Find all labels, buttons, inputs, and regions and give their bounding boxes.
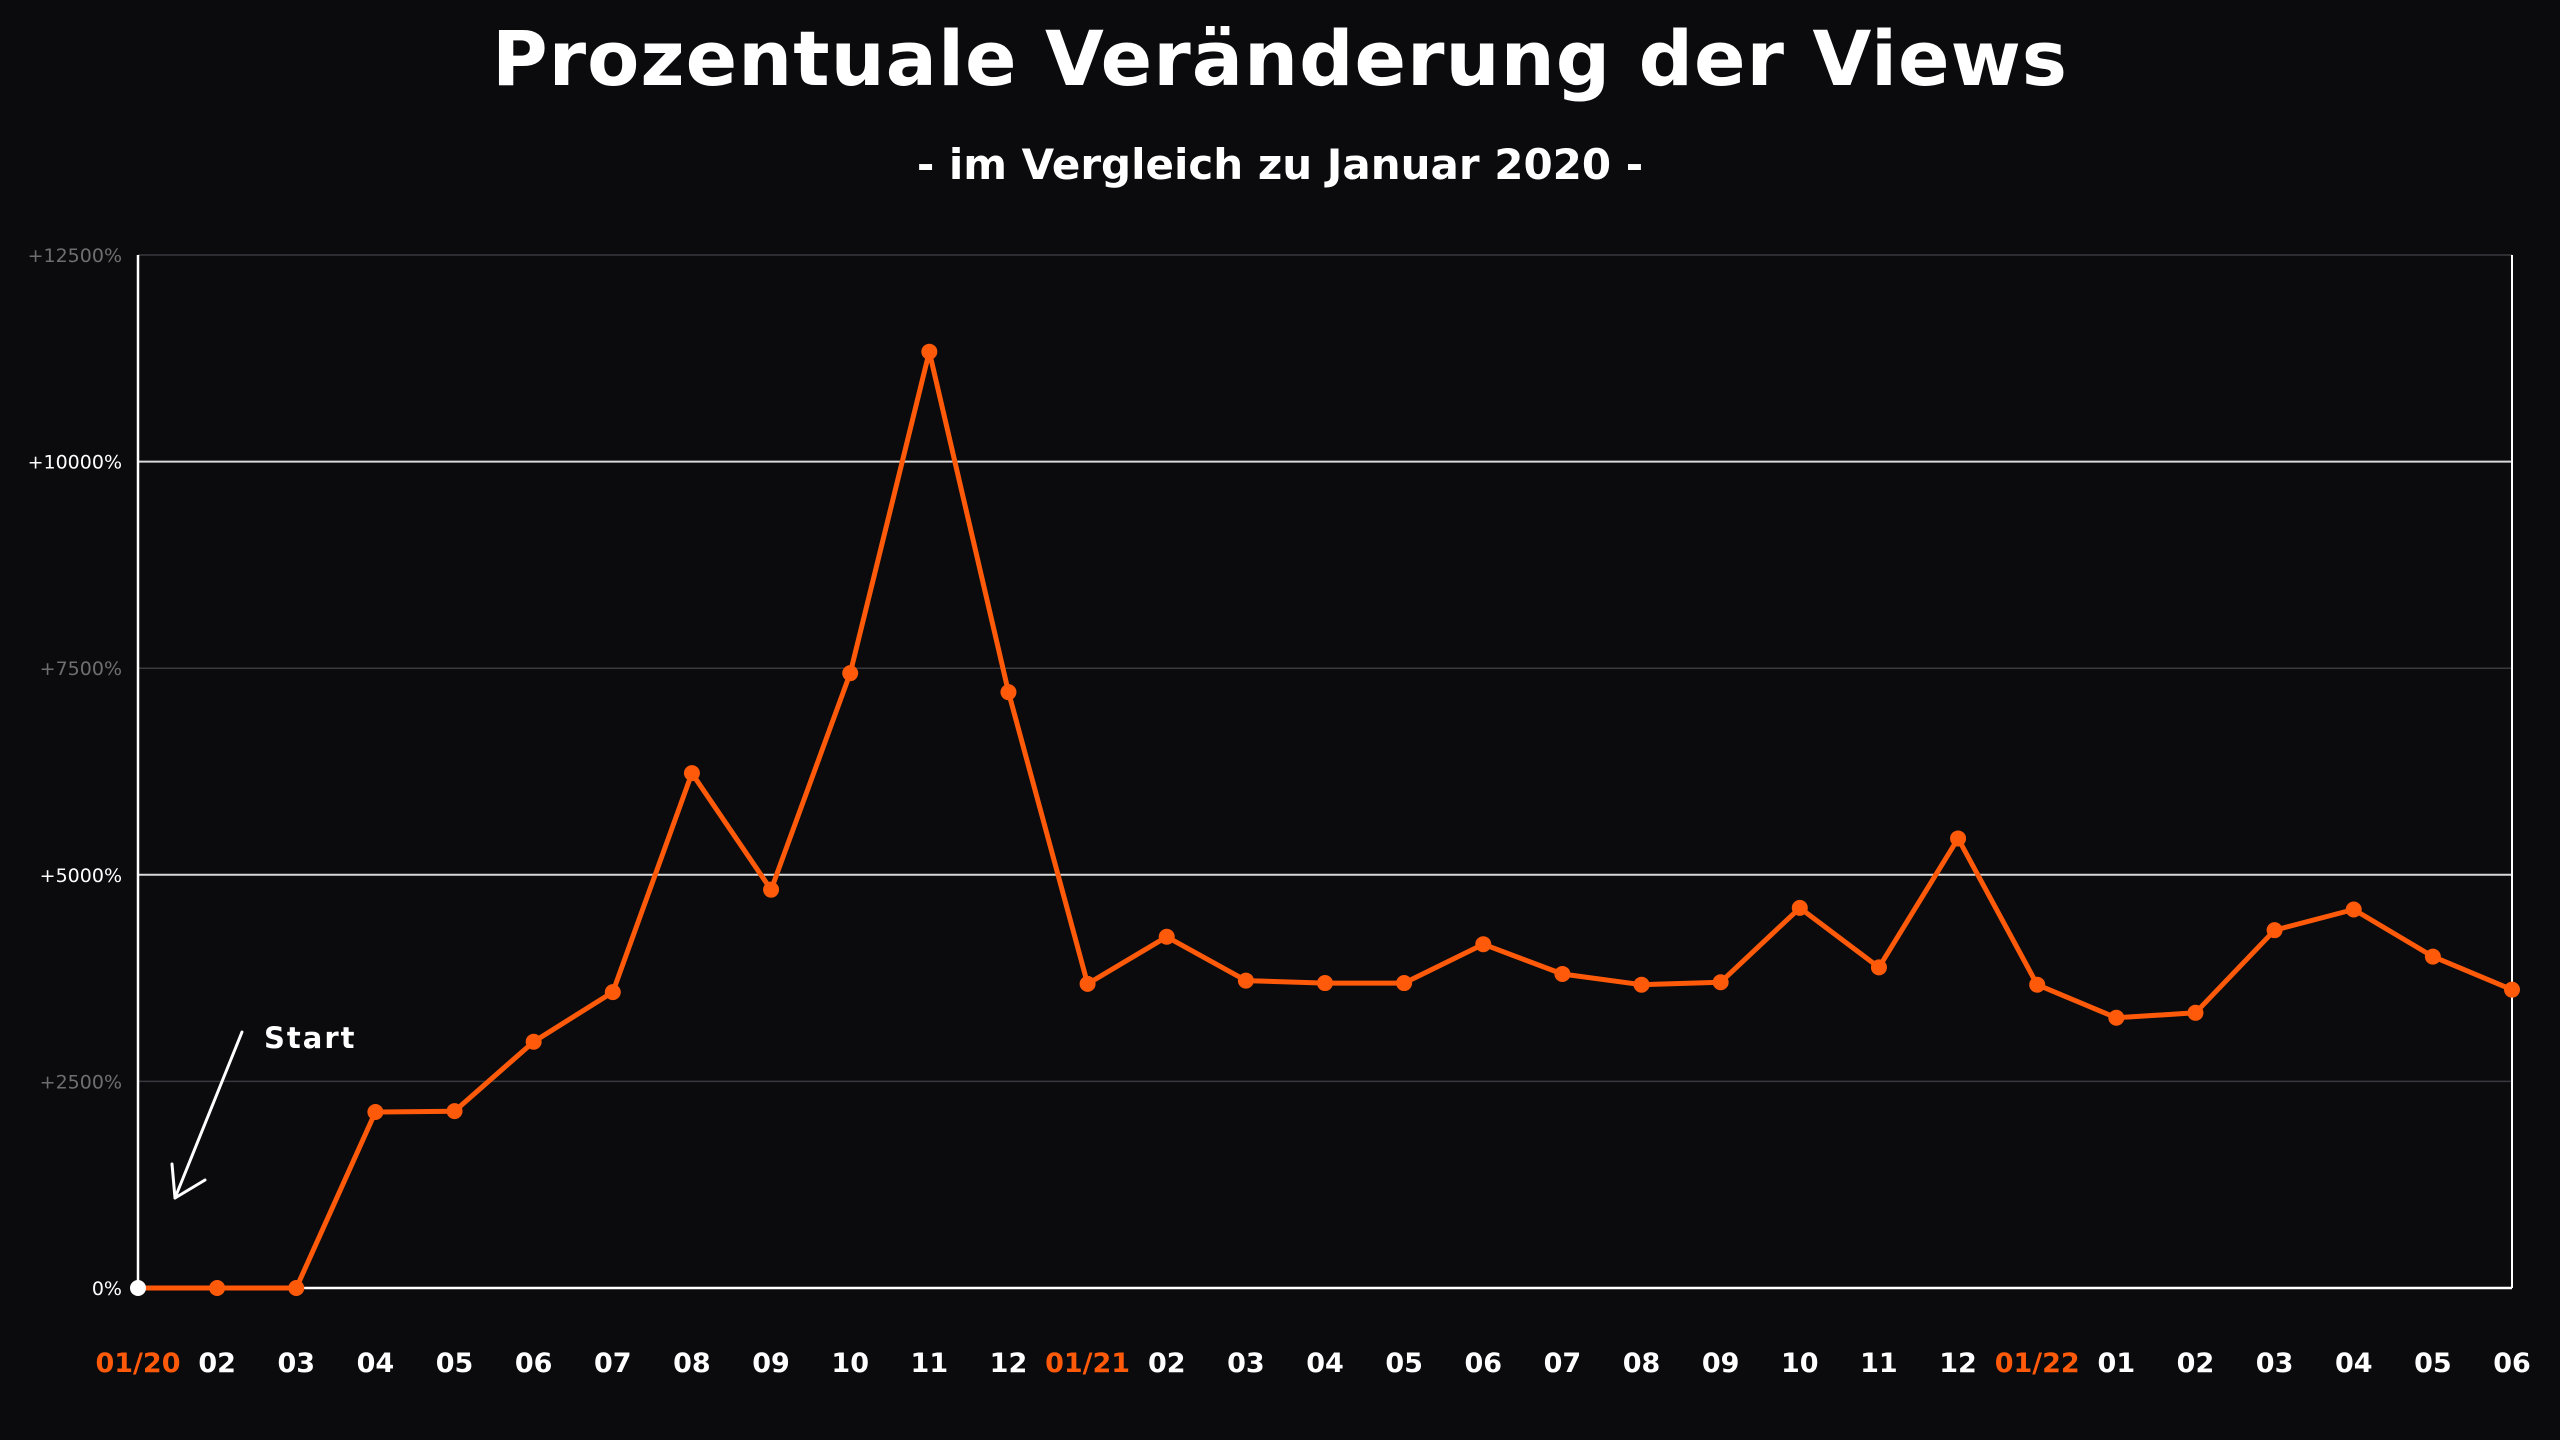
data-point: [1396, 975, 1413, 992]
x-tick-label: 01/22: [1995, 1348, 2080, 1379]
y-tick-label: +7500%: [40, 658, 122, 680]
x-tick-label: 12: [990, 1348, 1028, 1379]
data-point: [763, 881, 780, 898]
annotation-arrowhead: [170, 1162, 207, 1200]
x-tick-label: 04: [2335, 1348, 2373, 1379]
x-tick-label: 08: [1623, 1348, 1661, 1379]
x-tick-label: 05: [436, 1348, 474, 1379]
data-point: [2424, 948, 2441, 965]
data-point: [2108, 1009, 2125, 1026]
data-point: [525, 1033, 542, 1050]
x-tick-label: 06: [1464, 1348, 1502, 1379]
data-point: [1158, 928, 1175, 945]
data-point: [842, 665, 859, 682]
x-tick-label: 01: [2098, 1348, 2136, 1379]
axes: [136, 255, 2513, 1290]
x-tick-label: 12: [1939, 1348, 1977, 1379]
x-tick-label: 10: [831, 1348, 869, 1379]
x-tick-label: 03: [1227, 1348, 1265, 1379]
data-point: [921, 343, 938, 360]
x-tick-label: 06: [2493, 1348, 2531, 1379]
x-tick-label: 08: [673, 1348, 711, 1379]
chart-subtitle: - im Vergleich zu Januar 2020 -: [916, 140, 1644, 189]
x-tick-label: 07: [594, 1348, 632, 1379]
x-tick-label: 11: [911, 1348, 949, 1379]
y-tick-label: +2500%: [40, 1071, 122, 1093]
x-tick-label: 06: [515, 1348, 553, 1379]
data-point: [2187, 1004, 2204, 1021]
x-tick-label: 02: [1148, 1348, 1186, 1379]
data-point-start: [130, 1280, 146, 1296]
chart-title: Prozentuale Veränderung der Views: [491, 14, 2069, 103]
x-tick-label: 05: [2414, 1348, 2452, 1379]
x-tick-label: 05: [1385, 1348, 1423, 1379]
x-tick-label: 10: [1781, 1348, 1819, 1379]
data-point: [1633, 976, 1650, 993]
x-tick-label: 01/20: [95, 1348, 180, 1379]
data-point: [2029, 976, 2046, 993]
y-tick-label: 0%: [92, 1278, 122, 1300]
grid-lines: [138, 254, 2512, 1083]
y-axis-ticks: 0% +2500% +5000% +7500% +10000% +12500%: [28, 245, 122, 1300]
data-point: [1791, 899, 1808, 916]
x-tick-label: 11: [1860, 1348, 1898, 1379]
x-tick-label: 01/21: [1045, 1348, 1130, 1379]
data-point: [288, 1280, 305, 1296]
x-tick-label: 09: [1702, 1348, 1740, 1379]
series-line: [130, 343, 2520, 1296]
data-point: [1870, 959, 1887, 976]
data-point: [1000, 684, 1017, 701]
x-tick-label: 02: [2177, 1348, 2215, 1379]
y-tick-label: +12500%: [28, 245, 122, 267]
data-point: [1950, 830, 1967, 847]
y-tick-label: +5000%: [40, 865, 122, 887]
x-tick-label: 07: [1544, 1348, 1582, 1379]
data-point: [1317, 975, 1333, 992]
data-point: [1237, 972, 1254, 989]
data-point: [604, 984, 621, 1001]
series-line: [135, 349, 2515, 1291]
data-point: [209, 1280, 226, 1296]
data-point: [446, 1103, 463, 1120]
data-point: [1554, 965, 1571, 982]
data-point: [1475, 936, 1492, 953]
data-point: [2266, 922, 2283, 939]
annotation-label: Start: [264, 1021, 356, 1055]
data-point: [2345, 901, 2362, 918]
x-tick-label: 03: [277, 1348, 315, 1379]
data-point: [683, 765, 700, 782]
data-point: [1079, 975, 1096, 992]
data-point: [2504, 981, 2520, 998]
annotations: Start: [170, 1021, 356, 1200]
x-tick-label: 02: [198, 1348, 236, 1379]
x-tick-label: 04: [357, 1348, 395, 1379]
data-point: [367, 1103, 384, 1120]
data-point: [1712, 974, 1729, 991]
y-tick-label: +10000%: [28, 452, 122, 474]
x-axis-ticks: 01/20 02 03 04 05 06 07 08 09 10 11 12 01/21 02 03 04 05…: [95, 1348, 2530, 1379]
x-tick-label: 09: [752, 1348, 790, 1379]
x-tick-label: 04: [1306, 1348, 1344, 1379]
annotation-arrow: [173, 1030, 244, 1200]
x-tick-label: 03: [2256, 1348, 2294, 1379]
